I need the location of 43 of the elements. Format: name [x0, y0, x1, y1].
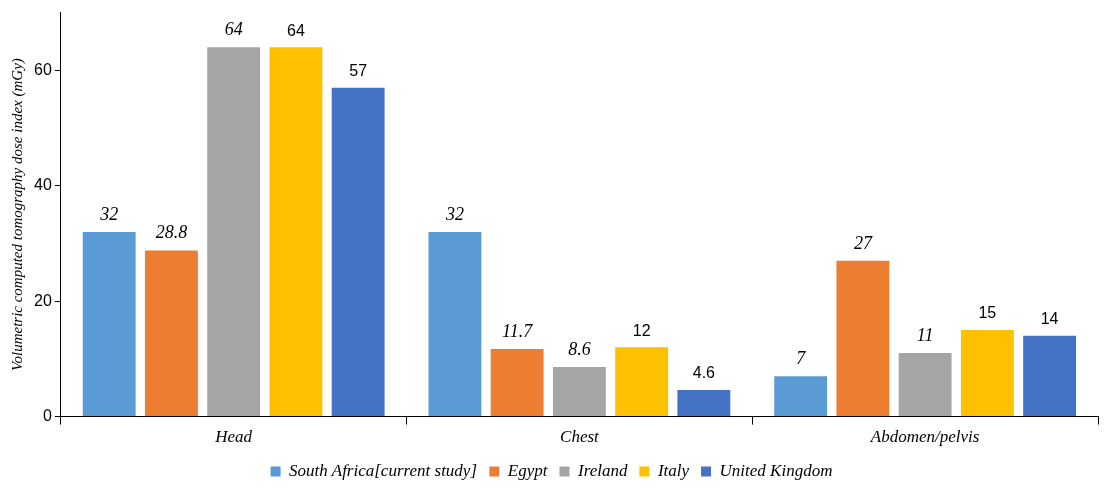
bar — [836, 260, 890, 417]
data-label: 11.7 — [502, 320, 534, 341]
data-label: 32 — [444, 203, 464, 224]
data-label: 8.6 — [568, 338, 591, 359]
bar — [331, 87, 385, 417]
bar — [774, 376, 828, 417]
bar — [552, 366, 606, 417]
y-axis-title: Volumetric computed tomography dose index (mGy) — [8, 58, 26, 372]
data-label: 32 — [99, 203, 119, 224]
data-label: 11 — [916, 324, 934, 345]
bar — [615, 347, 669, 417]
data-label: 14 — [1040, 310, 1059, 328]
y-tick-label: 60 — [34, 60, 52, 78]
data-label: 57 — [349, 62, 368, 80]
legend-label: United Kingdom — [719, 460, 833, 480]
data-label: 28.8 — [155, 222, 188, 243]
bar — [490, 349, 544, 417]
data-label: 7 — [796, 347, 807, 368]
data-label: 15 — [978, 304, 997, 322]
bar — [1023, 335, 1077, 417]
legend-label: South Africa[current study] — [289, 460, 478, 480]
bar — [960, 330, 1014, 417]
x-tick-label: Chest — [560, 427, 601, 447]
x-tick-label: Abdomen/pelvis — [869, 427, 980, 447]
bar — [898, 353, 952, 417]
y-tick-label: 20 — [34, 291, 52, 309]
bar — [677, 390, 731, 417]
legend-label: Egypt — [506, 460, 549, 480]
data-label: 64 — [287, 21, 305, 39]
bar — [82, 231, 136, 417]
x-tick-label: Head — [214, 427, 253, 447]
data-label: 4.6 — [692, 364, 716, 382]
data-label: 27 — [853, 232, 873, 253]
bar — [144, 250, 198, 417]
y-tick-label: 0 — [42, 407, 52, 425]
legend-label: Italy — [656, 460, 690, 480]
data-label: 12 — [632, 321, 651, 339]
bar — [269, 47, 323, 417]
bar — [207, 47, 261, 417]
legend-label: Ireland — [576, 460, 628, 480]
y-tick-label: 40 — [34, 176, 52, 194]
data-label: 64 — [224, 18, 243, 39]
bar — [428, 231, 482, 417]
